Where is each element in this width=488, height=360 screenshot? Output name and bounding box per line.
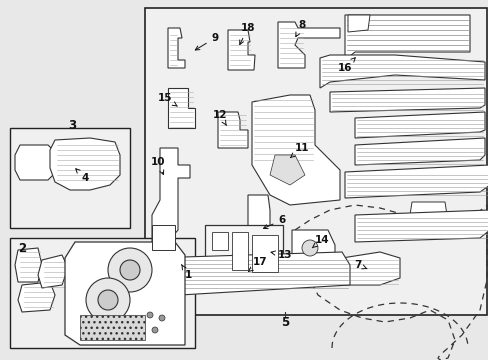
Polygon shape <box>152 225 175 250</box>
Text: 18: 18 <box>239 23 255 45</box>
Text: 5: 5 <box>280 315 288 328</box>
Polygon shape <box>354 112 484 138</box>
Polygon shape <box>152 148 190 245</box>
Polygon shape <box>341 252 399 285</box>
Polygon shape <box>38 255 68 288</box>
Polygon shape <box>347 15 369 32</box>
Bar <box>10 128 130 228</box>
Polygon shape <box>409 202 446 232</box>
Text: 10: 10 <box>150 157 165 175</box>
Polygon shape <box>168 88 195 128</box>
Polygon shape <box>80 315 145 340</box>
Text: 15: 15 <box>158 93 177 106</box>
Polygon shape <box>278 22 339 68</box>
Polygon shape <box>65 242 184 345</box>
Circle shape <box>147 312 153 318</box>
Circle shape <box>98 290 118 310</box>
Text: 4: 4 <box>76 169 88 183</box>
Polygon shape <box>218 112 247 148</box>
Polygon shape <box>269 155 305 185</box>
Circle shape <box>302 240 317 256</box>
Polygon shape <box>168 28 184 68</box>
Circle shape <box>120 260 140 280</box>
Text: 17: 17 <box>248 257 267 272</box>
Text: 9: 9 <box>195 33 218 50</box>
Polygon shape <box>251 235 278 272</box>
Polygon shape <box>247 195 269 252</box>
Polygon shape <box>354 210 488 242</box>
Polygon shape <box>227 30 254 70</box>
Polygon shape <box>15 248 42 282</box>
Polygon shape <box>50 138 120 190</box>
Polygon shape <box>212 232 227 250</box>
Text: 13: 13 <box>270 250 292 260</box>
Polygon shape <box>251 95 339 205</box>
Polygon shape <box>329 88 484 112</box>
Text: 8: 8 <box>295 20 305 37</box>
Text: 16: 16 <box>337 58 355 73</box>
Text: 7: 7 <box>354 260 366 270</box>
Polygon shape <box>354 138 484 165</box>
Polygon shape <box>18 282 55 312</box>
Polygon shape <box>231 232 247 270</box>
Text: 12: 12 <box>212 110 227 125</box>
Text: 1: 1 <box>182 265 191 280</box>
Polygon shape <box>319 55 484 88</box>
Text: 3: 3 <box>68 118 76 131</box>
Polygon shape <box>345 165 488 198</box>
Text: 11: 11 <box>290 143 308 158</box>
Text: 2: 2 <box>18 242 26 255</box>
Bar <box>10 238 195 348</box>
Circle shape <box>159 315 164 321</box>
Bar <box>204 225 283 283</box>
Text: 14: 14 <box>312 235 328 248</box>
Polygon shape <box>345 15 469 60</box>
Circle shape <box>108 248 152 292</box>
Polygon shape <box>291 230 334 268</box>
Polygon shape <box>15 145 58 180</box>
Polygon shape <box>152 252 349 295</box>
Circle shape <box>152 327 158 333</box>
Bar <box>145 8 486 315</box>
Text: 6: 6 <box>263 215 285 229</box>
Circle shape <box>86 278 130 322</box>
